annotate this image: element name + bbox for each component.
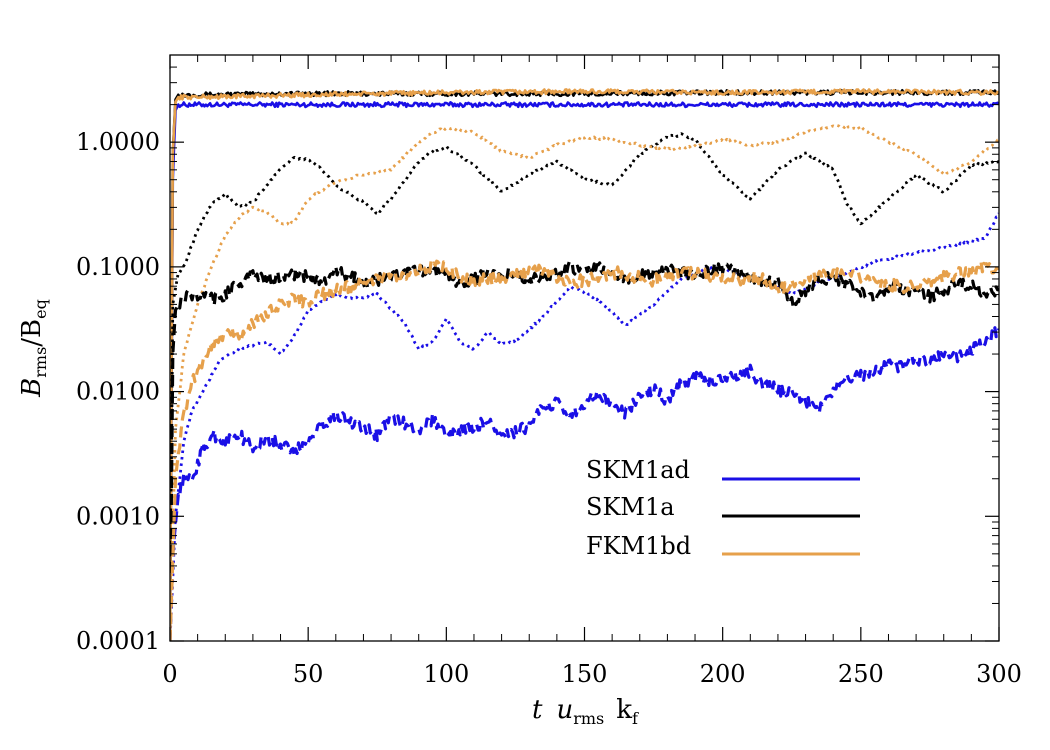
series-line-fkm1bd-solid [170, 88, 999, 641]
y-tick-label: 0.0100 [76, 378, 160, 406]
series-line-fkm1bd-dotted [170, 124, 999, 641]
x-tick-label: 100 [423, 660, 469, 688]
x-tick-label: 300 [976, 660, 1022, 688]
legend-label-skm1a: SKM1a [586, 493, 675, 521]
x-tick-label: 150 [562, 660, 608, 688]
tick-labels-layer: 0 50 100 150 200 250 300 0.0001 0.0010 0.0100 0.10… [76, 128, 1022, 688]
x-tick-label: 0 [162, 660, 177, 688]
legend-label-skm1ad: SKM1ad [586, 456, 690, 484]
y-tick-label: 0.1000 [76, 253, 160, 281]
y-tick-label: 1.0000 [76, 128, 160, 156]
plot-frame [169, 54, 1000, 642]
x-axis-title: t urms kf [532, 695, 639, 728]
x-tick-label: 200 [700, 660, 746, 688]
legend-label-fkm1bd: FKM1bd [586, 532, 691, 560]
series-layer [170, 88, 999, 641]
series-line-skm1ad-dashed [170, 326, 999, 641]
y-tick-label: 0.0001 [76, 627, 160, 655]
series-line-skm1a-dotted [170, 132, 999, 641]
ticks-layer [169, 54, 1000, 642]
series-line-skm1a-dashed [170, 259, 999, 641]
x-tick-label: 50 [293, 660, 324, 688]
x-tick-label: 250 [838, 660, 884, 688]
series-line-skm1ad-solid [170, 101, 999, 641]
legend: SKM1ad SKM1a FKM1bd [586, 456, 860, 560]
y-tick-label: 0.0010 [76, 502, 160, 530]
series-line-fkm1bd-dashed [170, 259, 999, 641]
y-axis-title: Brms/Beq [17, 299, 50, 398]
